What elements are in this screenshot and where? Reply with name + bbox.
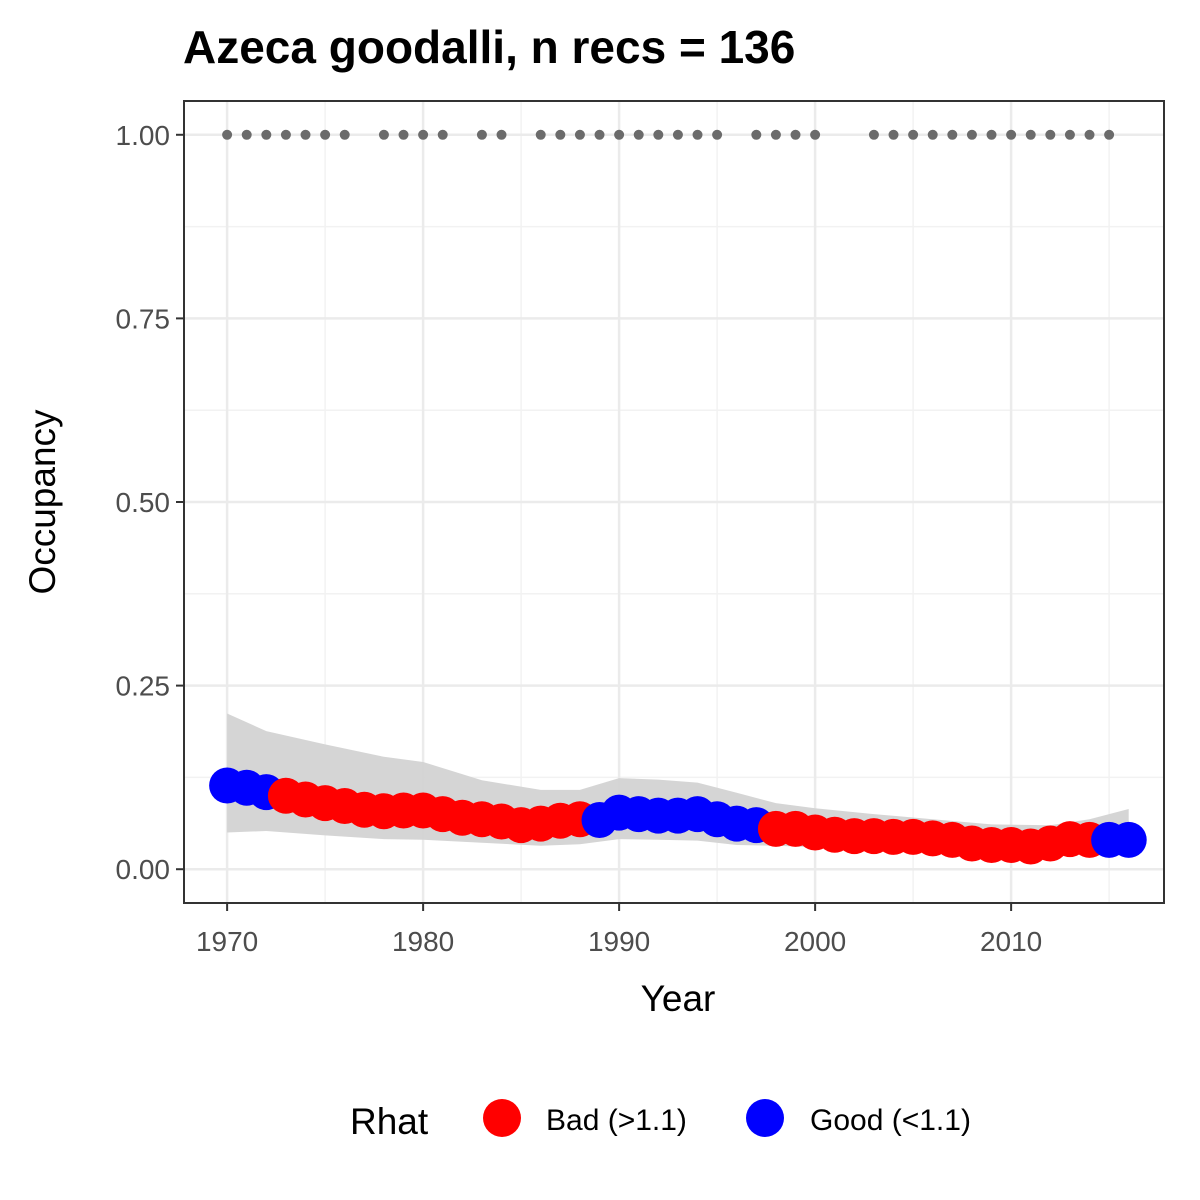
record-dot xyxy=(908,129,919,140)
x-tick-label: 1970 xyxy=(196,926,258,957)
x-tick-label: 2010 xyxy=(980,926,1042,957)
record-dot xyxy=(692,129,703,140)
record-dot xyxy=(1045,129,1056,140)
record-dot xyxy=(790,129,801,140)
record-dot xyxy=(418,129,429,140)
record-dot xyxy=(810,129,821,140)
record-dot xyxy=(320,129,331,140)
legend: Rhat Bad (>1.1) Good (<1.1) xyxy=(350,1099,971,1142)
record-dot xyxy=(476,129,487,140)
record-dot xyxy=(300,129,311,140)
occupancy-point xyxy=(1110,821,1147,858)
y-axis-title: Occupancy xyxy=(22,409,63,595)
record-dot xyxy=(751,129,762,140)
record-dot xyxy=(496,129,507,140)
record-dot xyxy=(927,129,938,140)
record-dot xyxy=(1084,129,1095,140)
record-dot xyxy=(555,129,566,140)
record-dot xyxy=(280,129,291,140)
record-dot xyxy=(888,129,899,140)
occupancy-points xyxy=(209,767,1147,865)
record-dot xyxy=(986,129,997,140)
record-dot xyxy=(672,129,683,140)
y-tick-label: 0.50 xyxy=(116,487,171,518)
record-dot xyxy=(966,129,977,140)
y-tick-label: 1.00 xyxy=(116,120,171,151)
record-dot xyxy=(594,129,605,140)
record-dot xyxy=(398,129,409,140)
record-dot xyxy=(1104,129,1115,140)
legend-title: Rhat xyxy=(350,1101,429,1142)
record-dot xyxy=(261,129,272,140)
legend-key-good xyxy=(746,1099,784,1137)
record-dot xyxy=(1006,129,1017,140)
x-tick-label: 2000 xyxy=(784,926,846,957)
legend-label-good: Good (<1.1) xyxy=(810,1104,971,1137)
y-tick-label: 0.25 xyxy=(116,671,171,702)
x-axis-ticks: 1970 1980 1990 2000 2010 xyxy=(196,903,1042,957)
record-dot xyxy=(222,129,233,140)
legend-label-bad: Bad (>1.1) xyxy=(546,1104,687,1137)
x-axis-title: Year xyxy=(641,978,716,1019)
record-dot xyxy=(339,129,350,140)
legend-key-bad xyxy=(483,1099,521,1137)
record-dot xyxy=(535,129,546,140)
chart-title: Azeca goodalli, n recs = 136 xyxy=(183,21,795,73)
record-dot xyxy=(947,129,958,140)
record-dot xyxy=(1064,129,1075,140)
record-dot xyxy=(868,129,879,140)
y-axis-ticks: 0.00 0.25 0.50 0.75 1.00 xyxy=(116,120,184,885)
x-tick-label: 1980 xyxy=(392,926,454,957)
record-dot xyxy=(574,129,585,140)
record-dot xyxy=(633,129,644,140)
record-dot xyxy=(241,129,252,140)
record-dot xyxy=(378,129,389,140)
record-dot xyxy=(614,129,625,140)
record-dot xyxy=(437,129,448,140)
record-dot xyxy=(1025,129,1036,140)
record-dot xyxy=(653,129,664,140)
y-tick-label: 0.75 xyxy=(116,303,171,334)
y-tick-label: 0.00 xyxy=(116,854,171,885)
x-tick-label: 1990 xyxy=(588,926,650,957)
record-dot xyxy=(770,129,781,140)
record-dot xyxy=(712,129,723,140)
record-dots xyxy=(222,129,1115,140)
